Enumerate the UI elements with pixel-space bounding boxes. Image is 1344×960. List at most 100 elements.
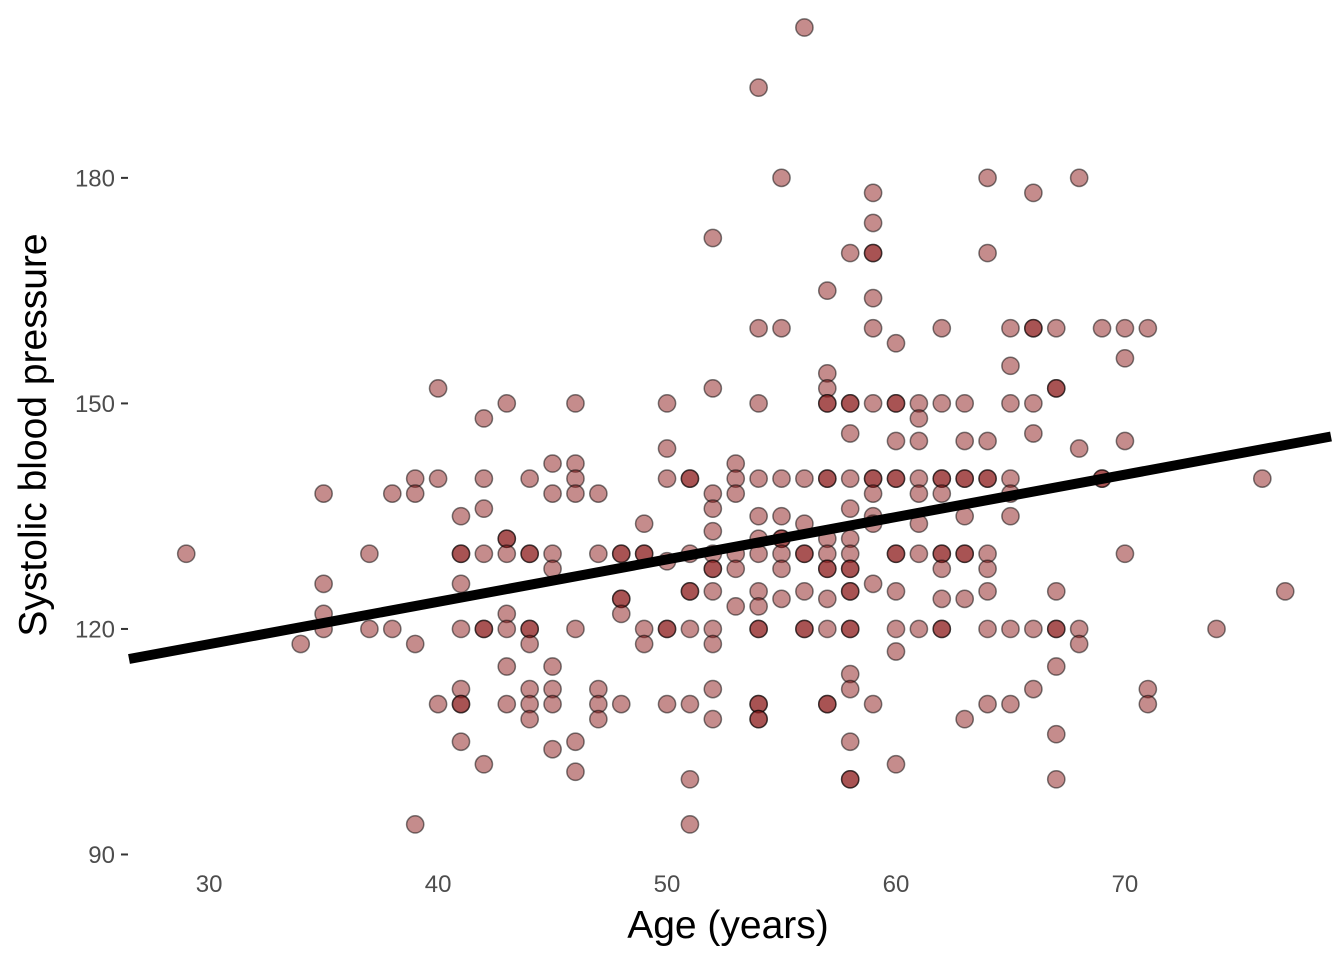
data-point — [680, 769, 700, 789]
data-point — [543, 484, 562, 503]
x-tick-label: 50 — [654, 871, 681, 898]
data-point — [863, 183, 883, 203]
data-point — [1046, 379, 1066, 398]
data-point — [680, 582, 700, 601]
data-point — [863, 243, 883, 263]
data-point — [840, 469, 860, 488]
data-point — [1046, 657, 1066, 676]
data-point — [428, 469, 448, 488]
data-point — [611, 604, 631, 624]
data-point — [1092, 318, 1112, 338]
data-point — [703, 559, 723, 579]
data-point — [451, 619, 471, 639]
data-point — [451, 574, 471, 594]
data-point — [474, 544, 494, 564]
data-point — [863, 694, 883, 714]
data-point — [749, 469, 768, 488]
data-point — [909, 431, 929, 451]
data-point — [589, 484, 608, 503]
data-point — [955, 431, 975, 451]
data-point — [1138, 318, 1158, 338]
data-point — [1024, 394, 1043, 413]
data-point — [772, 168, 791, 188]
data-point — [1001, 694, 1020, 714]
data-point — [978, 559, 997, 579]
data-point — [566, 732, 585, 752]
data-point — [1115, 318, 1135, 338]
data-point — [772, 589, 791, 609]
data-point — [474, 499, 494, 519]
data-point — [497, 694, 517, 714]
data-point — [360, 544, 379, 564]
data-point — [886, 333, 906, 353]
data-point — [909, 619, 929, 639]
data-point — [703, 228, 723, 248]
data-point — [1115, 544, 1135, 564]
data-point — [1001, 506, 1020, 526]
data-point — [382, 619, 402, 639]
data-point — [428, 694, 448, 714]
data-point — [955, 709, 975, 729]
data-point — [863, 484, 883, 503]
y-tick-label: 90 — [88, 842, 115, 869]
data-point — [1024, 318, 1043, 338]
data-point — [978, 168, 997, 188]
data-point — [886, 619, 906, 639]
y-tick-label: 120 — [75, 616, 115, 643]
data-point — [817, 619, 837, 639]
data-point — [566, 762, 585, 782]
data-point — [1046, 619, 1066, 639]
data-point — [772, 318, 791, 338]
data-point — [543, 694, 562, 714]
data-point — [840, 679, 860, 699]
data-point — [863, 574, 883, 594]
data-point — [497, 657, 517, 676]
data-point — [291, 634, 311, 654]
data-point — [497, 544, 517, 564]
data-point — [749, 318, 768, 338]
data-point — [726, 597, 746, 616]
data-point — [978, 582, 997, 601]
data-point — [566, 394, 585, 413]
data-point — [1001, 318, 1020, 338]
data-point — [886, 431, 906, 451]
data-point — [932, 394, 952, 413]
data-point — [817, 589, 837, 609]
data-point — [703, 679, 723, 699]
data-point — [795, 619, 814, 639]
data-point — [703, 582, 723, 601]
data-point — [566, 619, 585, 639]
data-point — [909, 544, 929, 564]
data-point — [1069, 168, 1089, 188]
x-tick-label: 30 — [196, 871, 223, 898]
data-point — [520, 469, 540, 488]
data-point — [726, 484, 746, 503]
data-point — [520, 709, 540, 729]
data-point — [772, 559, 791, 579]
data-point — [1024, 619, 1043, 639]
data-point — [1024, 424, 1043, 443]
data-point — [1001, 394, 1020, 413]
data-point — [978, 431, 997, 451]
y-tick-label: 150 — [75, 391, 115, 418]
data-point — [978, 469, 997, 488]
data-point — [978, 619, 997, 639]
data-point — [1046, 724, 1066, 744]
data-point — [657, 439, 677, 458]
data-point — [382, 484, 402, 503]
data-point — [817, 394, 837, 413]
data-point — [772, 469, 791, 488]
data-point — [360, 619, 379, 639]
data-point — [405, 484, 425, 503]
data-point — [1069, 634, 1089, 654]
data-point — [405, 815, 425, 834]
data-point — [474, 469, 494, 488]
data-point — [840, 394, 860, 413]
data-point — [749, 78, 768, 98]
data-point — [703, 379, 723, 398]
data-point — [520, 634, 540, 654]
data-point — [1207, 619, 1226, 639]
data-point — [749, 709, 768, 729]
data-point — [1001, 356, 1020, 376]
data-point — [909, 484, 929, 503]
